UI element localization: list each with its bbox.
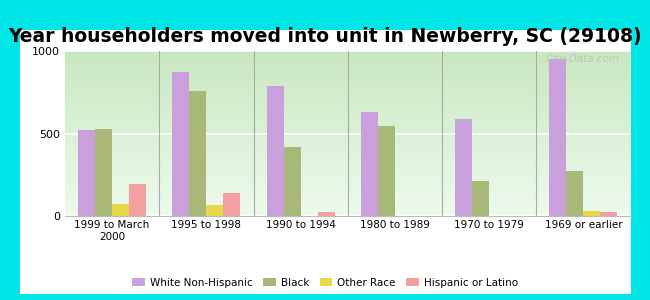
Bar: [283, 147, 300, 216]
Bar: [601, 212, 618, 216]
Bar: [189, 91, 207, 216]
Bar: [224, 193, 240, 216]
Bar: [361, 112, 378, 216]
Bar: [78, 130, 95, 216]
Bar: [455, 118, 472, 216]
Bar: [172, 72, 189, 216]
Legend: White Non-Hispanic, Black, Other Race, Hispanic or Latino: White Non-Hispanic, Black, Other Race, H…: [128, 274, 522, 292]
Bar: [318, 212, 335, 216]
Bar: [129, 184, 146, 216]
Bar: [378, 126, 395, 216]
Bar: [112, 204, 129, 216]
Text: Year householders moved into unit in Newberry, SC (29108): Year householders moved into unit in New…: [8, 27, 642, 46]
Bar: [266, 85, 283, 216]
Bar: [472, 181, 489, 216]
Bar: [95, 128, 112, 216]
Bar: [584, 211, 601, 216]
Bar: [549, 59, 566, 216]
Bar: [207, 205, 224, 216]
Text: City-Däta.com: City-Däta.com: [545, 54, 619, 64]
Bar: [566, 171, 584, 216]
